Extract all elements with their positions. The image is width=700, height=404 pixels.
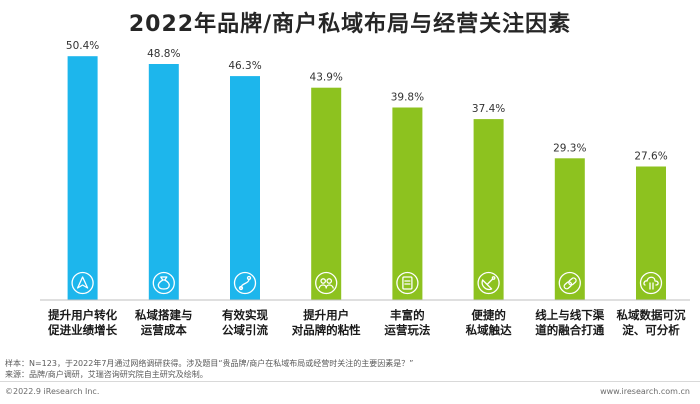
category-label: 有效实现 <box>222 308 268 322</box>
satellite-dish-icon-part <box>486 278 494 285</box>
bar <box>230 76 260 300</box>
chart-title: 2022年品牌/商户私域布局与经营关注因素 <box>128 12 572 37</box>
icon-ring <box>558 271 581 295</box>
value-label: 50.4% <box>66 40 99 52</box>
bar <box>473 119 504 300</box>
value-label: 48.8% <box>147 48 180 60</box>
bar <box>148 64 179 300</box>
traffic-flow-icon <box>233 271 257 295</box>
value-label: 46.3% <box>228 60 261 72</box>
category-label: 提升用户 <box>303 308 349 322</box>
users-icon <box>315 271 338 295</box>
category-label: 运营成本 <box>141 323 187 337</box>
category-label: 便捷的 <box>471 308 506 322</box>
traffic-flow-icon-part <box>238 285 244 291</box>
link-icon-part <box>568 277 577 286</box>
copyright: ©2022.9 iResearch Inc. <box>5 387 100 396</box>
website: www.iresearch.com.cn <box>600 387 690 396</box>
users-icon-part <box>318 284 334 289</box>
icon-ring <box>71 271 94 295</box>
category-label: 提升用户转化 <box>48 308 117 322</box>
category-label: 对品牌的粘性 <box>292 323 361 337</box>
icon-ring <box>233 271 257 295</box>
navigation-arrow-icon <box>71 271 94 295</box>
category-label: 促进业绩增长 <box>47 323 117 337</box>
category-label: 私域数据可沉 <box>617 308 686 322</box>
category-label: 线上与线下渠 <box>535 308 604 322</box>
category-label: 道的融合打通 <box>535 323 604 337</box>
icon-ring <box>396 271 419 295</box>
link-icon <box>558 271 581 295</box>
money-bag-icon-part <box>157 279 170 290</box>
category-label: 运营玩法 <box>384 323 430 337</box>
cloud-data-icon-part <box>643 276 659 286</box>
icon-ring <box>477 271 500 295</box>
users-icon-part <box>326 278 333 284</box>
category-label: 私域触达 <box>466 323 512 337</box>
category-label: 私域搭建与 <box>135 308 193 322</box>
value-label: 27.6% <box>634 151 667 163</box>
document-icon <box>396 271 419 295</box>
satellite-dish-icon <box>477 271 500 295</box>
traffic-flow-icon-part <box>246 275 252 281</box>
link-icon-part <box>563 281 573 290</box>
users-icon-part <box>320 278 327 284</box>
bar <box>311 87 342 300</box>
category-label: 公域引流 <box>222 323 268 337</box>
icon-ring <box>315 271 338 295</box>
source-note: 来源：品牌/商户调研，艾瑞咨询研究院自主研究及绘制。 <box>5 369 208 379</box>
cloud-data-icon <box>639 271 663 295</box>
sample-note: 样本：N=123，于2022年7月通过网络调研获得。涉及题目“贵品牌/商户在私域… <box>5 359 414 368</box>
icon-ring <box>639 271 663 295</box>
value-label: 39.8% <box>391 92 424 104</box>
money-bag-icon <box>152 271 175 295</box>
category-label: 淀、可分析 <box>622 323 680 337</box>
value-label: 43.9% <box>310 72 343 84</box>
bar <box>554 158 585 300</box>
satellite-dish-icon-part <box>481 279 493 291</box>
satellite-dish-icon-part <box>491 276 496 280</box>
icon-ring <box>152 271 175 295</box>
bar <box>392 107 423 300</box>
document-icon-part <box>402 276 413 290</box>
value-label: 37.4% <box>472 103 505 115</box>
category-label: 丰富的 <box>390 308 425 322</box>
value-label: 29.3% <box>553 142 586 154</box>
footer-divider <box>0 381 700 382</box>
bar <box>67 56 98 301</box>
notes: 样本：N=123，于2022年7月通过网络调研获得。涉及题目“贵品牌/商户在私域… <box>5 359 413 380</box>
navigation-arrow-icon-part <box>76 276 89 289</box>
